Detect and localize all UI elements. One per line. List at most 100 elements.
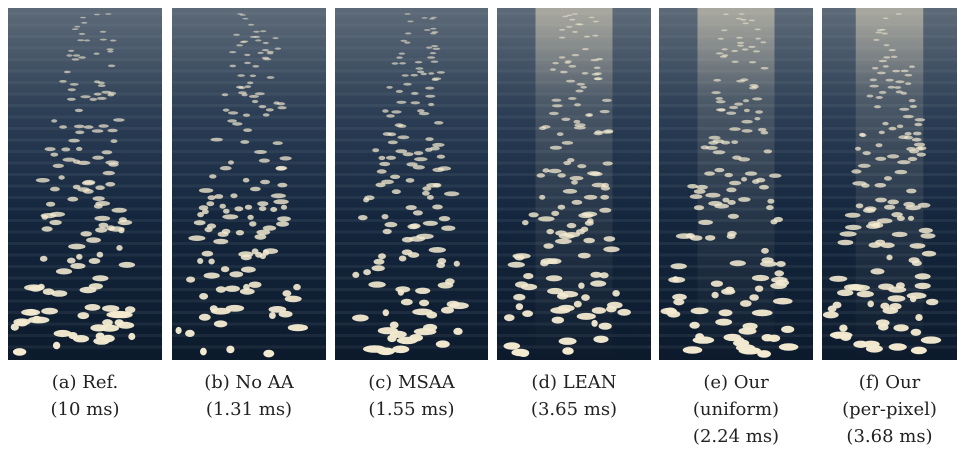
wave-band	[335, 150, 488, 153]
glint	[102, 305, 119, 312]
glint	[405, 13, 411, 15]
glint	[617, 309, 631, 316]
glint	[243, 178, 250, 183]
glint	[230, 193, 237, 198]
glint	[209, 174, 216, 178]
glint	[247, 82, 253, 85]
glint	[731, 50, 738, 52]
wave-band	[172, 173, 326, 176]
glint	[878, 284, 894, 290]
glint	[696, 185, 708, 190]
glint	[64, 71, 71, 74]
glint	[199, 293, 208, 300]
glint	[523, 273, 533, 279]
glint	[895, 170, 908, 174]
glint	[694, 189, 706, 194]
glint	[409, 334, 423, 341]
glint	[392, 62, 399, 64]
glint	[248, 24, 254, 26]
glint	[94, 216, 110, 221]
glint	[737, 42, 744, 44]
glint	[922, 251, 936, 257]
glint	[574, 103, 581, 106]
glint	[867, 95, 874, 98]
glint	[569, 65, 577, 68]
wave-band	[335, 196, 488, 199]
glint	[776, 261, 786, 267]
glint	[26, 309, 37, 316]
glint	[444, 191, 459, 196]
glint	[186, 277, 195, 283]
glint	[407, 224, 418, 229]
glint	[770, 219, 777, 224]
glint	[352, 315, 369, 322]
glint	[877, 72, 886, 75]
glint	[249, 282, 262, 288]
glint	[599, 208, 611, 213]
glint	[570, 176, 584, 180]
glint	[582, 48, 589, 50]
glint	[910, 296, 917, 303]
glint	[759, 185, 769, 190]
glint	[433, 183, 441, 188]
wave-band	[8, 196, 162, 199]
glint	[558, 205, 566, 210]
glint	[250, 187, 261, 192]
glint	[897, 125, 903, 129]
glint	[253, 31, 260, 33]
glint	[53, 342, 60, 349]
wave-band	[8, 323, 162, 326]
glint	[72, 58, 80, 60]
glint	[259, 206, 266, 211]
wave-band	[8, 93, 162, 96]
glint	[740, 19, 746, 21]
panel-image	[172, 8, 326, 360]
glint	[840, 231, 857, 236]
glint	[244, 62, 251, 64]
glint	[587, 218, 594, 223]
glint	[263, 58, 271, 60]
glint	[887, 200, 899, 205]
glint	[13, 348, 26, 356]
glint	[386, 156, 396, 160]
glint	[876, 319, 890, 326]
glint	[718, 108, 726, 111]
glint	[744, 109, 750, 112]
glint	[40, 256, 48, 262]
glint	[89, 258, 101, 264]
glint	[858, 164, 871, 168]
glint	[125, 306, 135, 313]
glint	[220, 204, 226, 209]
glint	[591, 59, 599, 61]
glint	[223, 209, 230, 214]
glint	[199, 314, 211, 321]
glint	[45, 147, 56, 151]
glint	[600, 272, 609, 278]
glint	[68, 88, 76, 91]
glint	[68, 50, 74, 52]
glint	[592, 35, 598, 37]
panel-image	[8, 8, 162, 360]
glint	[741, 120, 753, 124]
wave-band	[335, 81, 488, 84]
glint	[399, 62, 406, 64]
glint	[873, 39, 879, 41]
glint	[216, 286, 226, 292]
glint	[749, 20, 755, 22]
glint	[438, 258, 447, 264]
glint	[729, 127, 741, 131]
glint	[916, 147, 924, 151]
glint	[552, 62, 558, 64]
glint	[888, 295, 906, 302]
caption-line: (uniform)	[693, 399, 779, 420]
glint	[399, 53, 406, 55]
wave-band	[335, 70, 488, 73]
glint	[94, 53, 100, 55]
glint	[97, 97, 107, 100]
glint	[266, 108, 274, 111]
glint	[562, 141, 574, 145]
glint	[407, 21, 413, 23]
glint	[891, 56, 898, 58]
glint	[214, 320, 227, 327]
glint	[727, 234, 736, 240]
